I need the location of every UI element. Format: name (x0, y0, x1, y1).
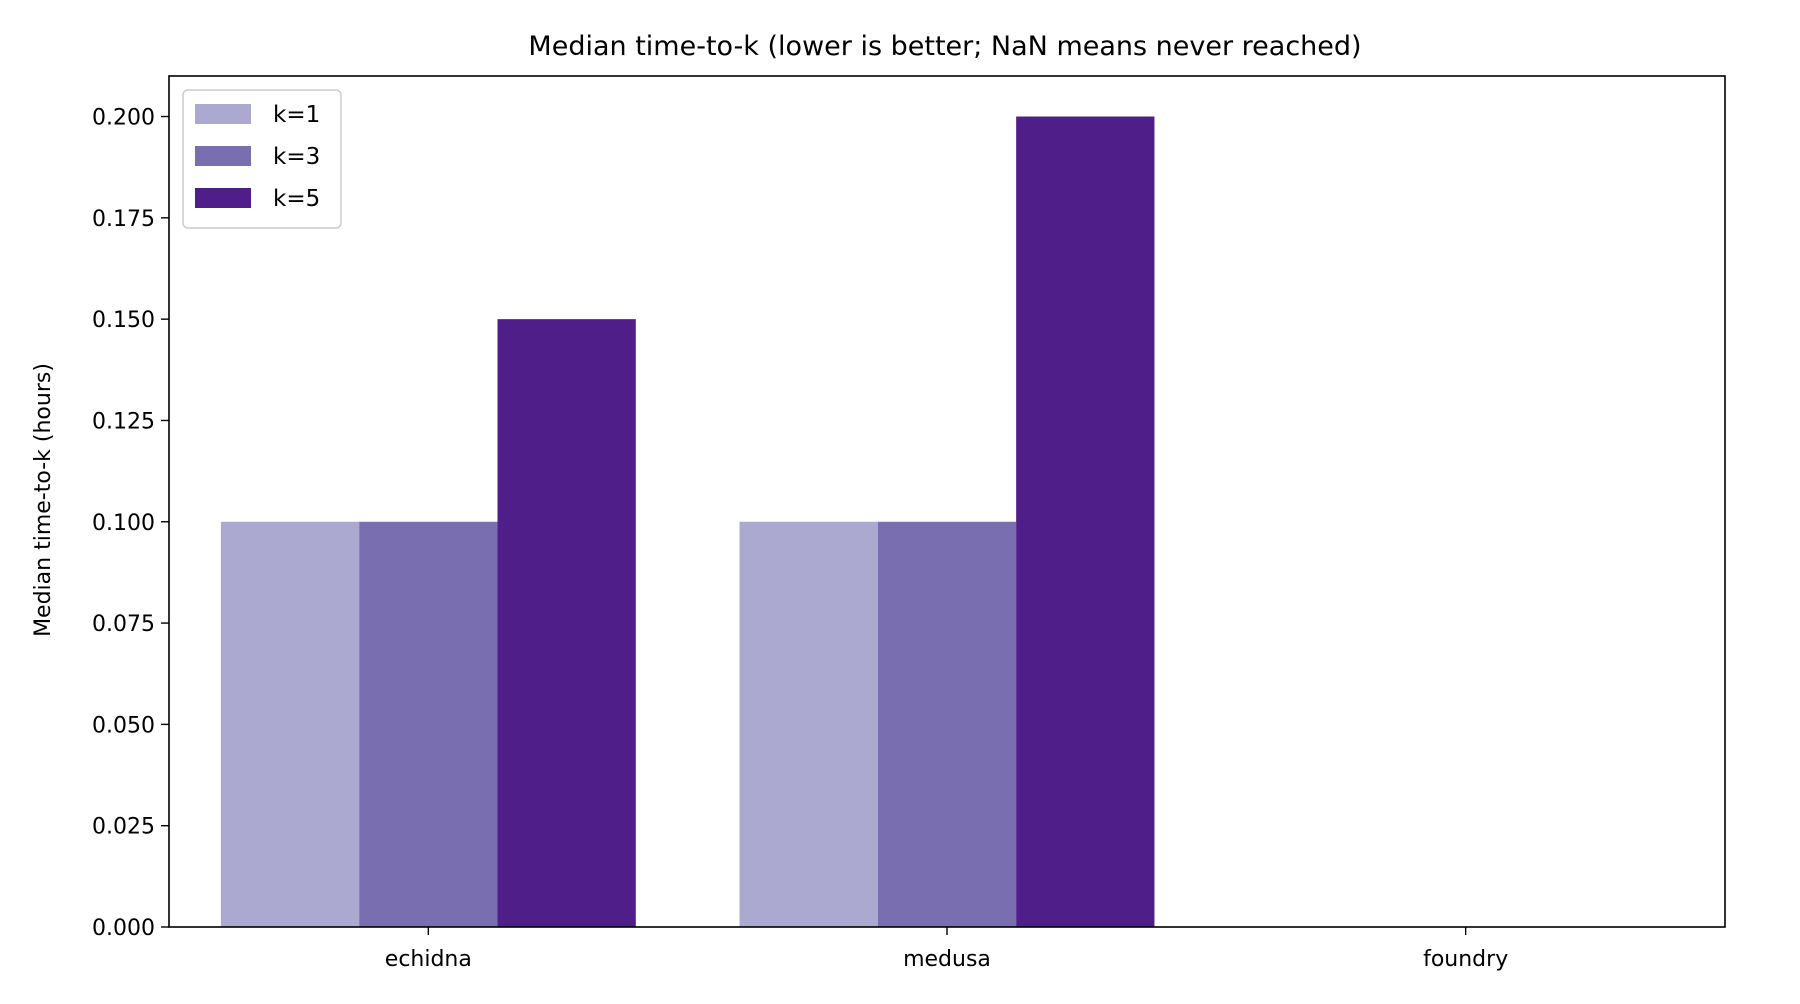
y-tick-label: 0.125 (92, 409, 155, 434)
x-tick-label: echidna (385, 947, 472, 972)
y-axis-label: Median time-to-k (hours) (31, 363, 56, 637)
y-tick-label: 0.200 (92, 106, 155, 131)
legend-label-k=5: k=5 (273, 186, 320, 212)
chart-title: Median time-to-k (lower is better; NaN m… (528, 31, 1361, 62)
y-tick-label: 0.175 (92, 207, 155, 232)
y-tick-label: 0.075 (92, 612, 155, 637)
bar-echidna-k=3 (359, 521, 498, 927)
legend-label-k=1: k=1 (273, 102, 320, 128)
legend-swatch-k=3 (195, 146, 251, 166)
bar-medusa-k=1 (739, 521, 878, 927)
bar-medusa-k=5 (1016, 116, 1155, 928)
x-tick-label: foundry (1423, 947, 1508, 972)
y-tick-label: 0.025 (92, 815, 155, 840)
bar-echidna-k=1 (220, 521, 360, 927)
legend-swatch-k=5 (195, 188, 251, 208)
legend: k=1 k=3 k=5 (182, 89, 342, 229)
legend-label-k=3: k=3 (273, 144, 320, 170)
y-tick-label: 0.150 (92, 308, 155, 333)
y-tick-label: 0.050 (92, 713, 155, 738)
y-tick-label: 0.100 (92, 511, 155, 536)
y-tick-label: 0.000 (92, 916, 155, 941)
plot-area: 0.000 0.025 0.050 0.075 0.100 0.125 0.150 0.175… (92, 75, 1726, 972)
bar-echidna-k=5 (497, 319, 636, 928)
x-tick-label: medusa (903, 947, 991, 972)
legend-swatch-k=1 (195, 104, 251, 124)
bar-medusa-k=3 (877, 521, 1017, 927)
